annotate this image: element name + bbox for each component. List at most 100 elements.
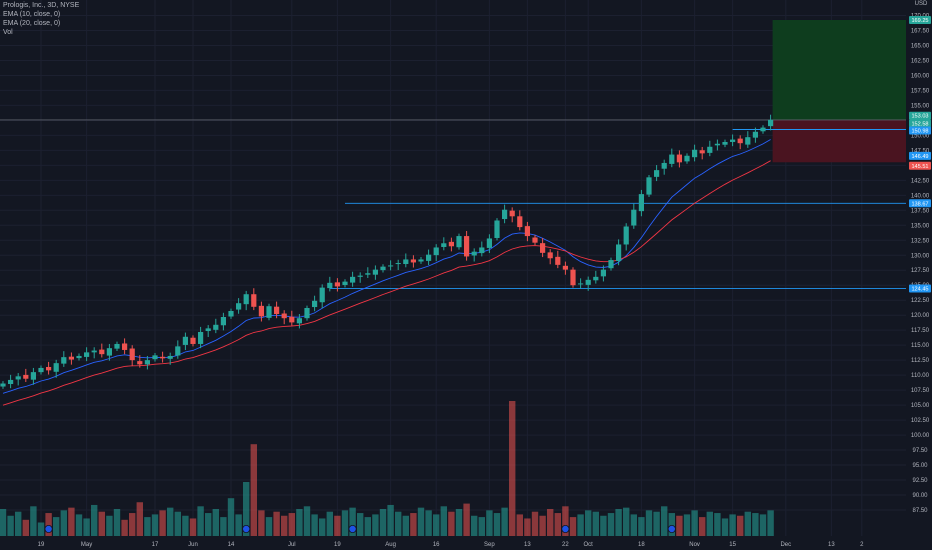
candle-body xyxy=(707,146,713,153)
candle-body xyxy=(30,372,36,380)
candle-body xyxy=(654,170,660,177)
price-tick-label: 147.50 xyxy=(911,148,930,154)
volume-bar xyxy=(68,507,75,536)
candle-body xyxy=(220,316,226,326)
time-tick-label: 16 xyxy=(433,542,440,548)
candle-body xyxy=(585,279,591,285)
price-label-text: 152.58 xyxy=(911,121,928,127)
volume-bar xyxy=(91,504,98,536)
volume-bar xyxy=(151,514,159,536)
candle-body xyxy=(53,363,59,372)
candle-body xyxy=(638,194,644,212)
price-label-text: 153.03 xyxy=(911,114,928,120)
volume-bar xyxy=(683,514,691,536)
volume-bar xyxy=(592,511,599,536)
candle-body xyxy=(494,220,500,238)
price-tick-label: 97.50 xyxy=(912,448,928,454)
volume-bar xyxy=(75,514,83,536)
volume-bar xyxy=(676,515,683,536)
volume-bar xyxy=(577,514,584,536)
legend-ema20[interactable]: EMA (20, close, 0) xyxy=(3,20,61,27)
candle-body xyxy=(684,155,690,162)
candle-body xyxy=(243,294,249,305)
volume-bar xyxy=(615,509,622,536)
candle-body xyxy=(578,283,584,285)
volume-bar xyxy=(113,509,121,536)
volume-bar xyxy=(341,510,349,536)
volume-bar xyxy=(501,507,508,536)
volume-bar xyxy=(258,510,265,536)
time-tick-label: Jul xyxy=(288,542,296,548)
volume-bar xyxy=(471,515,478,536)
candle-body xyxy=(319,287,325,303)
candle-body xyxy=(175,346,181,356)
price-axis[interactable]: 170.00167.50165.00162.50160.00157.50155.… xyxy=(908,0,932,550)
price-tick-label: 167.50 xyxy=(911,28,930,34)
price-tick-label: 122.50 xyxy=(911,298,930,304)
volume-bar xyxy=(22,519,29,536)
time-tick-label: 13 xyxy=(524,542,531,548)
volume-bar xyxy=(562,506,569,536)
volume-bar xyxy=(417,507,425,536)
volume-bar xyxy=(53,517,60,536)
price-tick-label: 102.50 xyxy=(911,418,930,424)
time-tick-label: May xyxy=(81,542,92,548)
price-tick-label: 162.50 xyxy=(911,58,930,64)
candle-body xyxy=(570,269,576,286)
candle-body xyxy=(623,226,629,245)
candle-body xyxy=(68,356,74,360)
volume-bar xyxy=(357,513,364,536)
time-axis[interactable]: 19 May 17 Jun 14 Jul 19 Aug 16 Sep 13 22 Oct 18 Nov 15 D… xyxy=(0,537,932,550)
price-label-text: 169.25 xyxy=(911,18,928,24)
price-tick-label: 132.50 xyxy=(911,238,930,244)
legend-volume[interactable]: Vol xyxy=(3,29,13,36)
price-tick-label: 115.00 xyxy=(911,343,930,349)
candle-body xyxy=(426,254,432,261)
volume-bar xyxy=(167,507,174,536)
candle-body xyxy=(760,127,766,132)
volume-bar xyxy=(83,518,90,536)
candle-body xyxy=(661,162,667,169)
candle-body xyxy=(228,311,234,317)
candle-body xyxy=(486,238,492,248)
time-tick-label: 22 xyxy=(562,542,569,548)
candle-body xyxy=(600,269,606,277)
candle-body xyxy=(350,276,356,283)
candle-body xyxy=(304,308,310,319)
volume-bar xyxy=(638,517,645,536)
time-tick-label: 18 xyxy=(638,542,645,548)
candle-body xyxy=(502,209,508,220)
volume-bar xyxy=(250,444,257,536)
volume-bar xyxy=(288,513,295,536)
candle-body xyxy=(714,143,720,146)
candle-body xyxy=(365,273,371,275)
volume-bar xyxy=(60,510,67,536)
volume-bar xyxy=(129,513,136,536)
legend-ema10[interactable]: EMA (10, close, 0) xyxy=(3,11,61,18)
earnings-marker xyxy=(667,525,676,534)
time-tick-label: Nov xyxy=(689,542,700,548)
candle-body xyxy=(137,361,143,365)
candle-body xyxy=(456,236,462,248)
chart-legend: Prologis, Inc., 3D, NYSE EMA (10, close,… xyxy=(3,1,79,37)
price-tick-label: 127.50 xyxy=(911,268,930,274)
volume-bar xyxy=(478,517,485,536)
price-tick-label: 120.00 xyxy=(911,313,930,319)
legend-symbol[interactable]: Prologis, Inc., 3D, NYSE xyxy=(3,2,80,9)
candle-body xyxy=(388,265,394,267)
candle-body xyxy=(84,352,90,357)
candle-body xyxy=(281,313,287,319)
candle-body xyxy=(152,355,158,360)
volume-bar xyxy=(653,511,660,536)
candle-body xyxy=(0,383,6,387)
earnings-marker xyxy=(44,525,53,534)
time-tick-label: 14 xyxy=(228,542,235,548)
volume-bar xyxy=(539,515,546,536)
candle-body xyxy=(418,259,424,262)
volume-bar xyxy=(189,518,197,536)
volume-bar xyxy=(296,509,303,536)
event-markers xyxy=(44,525,676,534)
price-tick-label: 112.50 xyxy=(911,358,930,364)
